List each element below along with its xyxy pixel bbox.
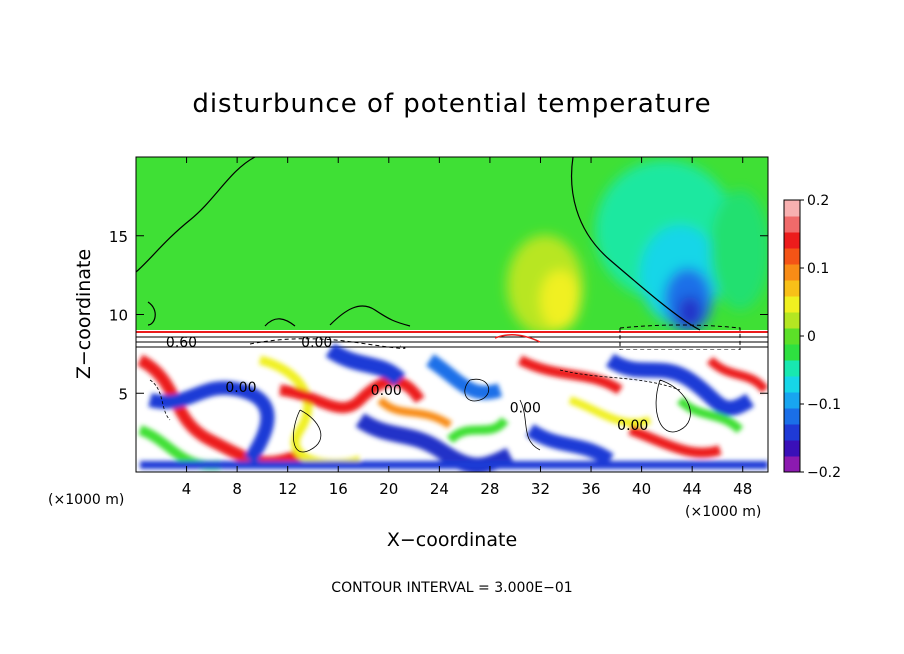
y-tick-label: 10 — [109, 307, 128, 325]
x-axis-label: X−coordinate — [387, 529, 517, 551]
colorbar-tick-label: 0 — [807, 329, 816, 345]
colorbar-tick-label: −0.2 — [807, 465, 841, 481]
x-tick-label: 48 — [733, 480, 752, 498]
contour-label: 0.00 — [371, 383, 402, 399]
x-unit-left: (×1000 m) — [48, 492, 124, 508]
chart-title: disturbunce of potential temperature — [192, 89, 711, 119]
contour-label: 0.00 — [225, 380, 256, 396]
colorbar-segment — [784, 296, 800, 313]
colorbar-segment — [784, 328, 800, 345]
contour-label: 0.00 — [510, 400, 541, 416]
contour-label: 0.00 — [617, 418, 648, 434]
plot-area — [136, 157, 768, 472]
colorbar-segment — [784, 248, 800, 265]
x-tick-label: 36 — [581, 480, 600, 498]
x-tick-label: 4 — [182, 480, 192, 498]
x-tick-label: 44 — [683, 480, 702, 498]
contour-labels: 0.60 0.00 0.00 0.00 0.00 0.00 — [166, 335, 648, 434]
x-tick-label: 32 — [531, 480, 550, 498]
colorbar-segment — [784, 360, 800, 377]
y-tick-label: 15 — [109, 228, 128, 246]
colorbar-tick-label: 0.1 — [807, 261, 829, 277]
lower-layer-field — [136, 343, 768, 472]
y-tick-label: 5 — [118, 385, 128, 403]
colorbar-segment — [784, 312, 800, 329]
colorbar-segment — [784, 264, 800, 281]
colorbar-segment — [784, 440, 800, 457]
x-tick-label: 28 — [480, 480, 499, 498]
x-tick-label: 24 — [430, 480, 449, 498]
x-tick-label: 16 — [329, 480, 348, 498]
colorbar — [783, 199, 801, 473]
colorbar-tick-label: 0.2 — [807, 193, 829, 209]
colorbar-segment — [784, 392, 800, 409]
contour-label: 0.00 — [301, 335, 332, 351]
colorbar-segment — [784, 280, 800, 297]
colorbar-segment — [784, 232, 800, 249]
colorbar-ticks: 0.2 0.1 0 −0.1 −0.2 — [800, 193, 841, 481]
x-tick-label: 20 — [379, 480, 398, 498]
colorbar-tick-label: −0.1 — [807, 397, 841, 413]
contour-label: 0.60 — [166, 335, 197, 351]
colorbar-segment — [784, 408, 800, 425]
x-axis: 4 8 12 16 20 24 28 32 36 40 44 48 — [182, 157, 752, 498]
y-axis-label: Z−coordinate — [73, 249, 95, 379]
colorbar-segment — [784, 344, 800, 361]
colorbar-segment — [784, 200, 800, 217]
colorbar-segment — [784, 424, 800, 441]
x-tick-label: 12 — [278, 480, 297, 498]
x-tick-label: 8 — [232, 480, 242, 498]
x-unit-right: (×1000 m) — [685, 504, 761, 520]
colorbar-segment — [784, 456, 800, 473]
x-tick-label: 40 — [632, 480, 651, 498]
upper-contours — [136, 157, 701, 331]
colorbar-segment — [784, 376, 800, 393]
boundary-band — [136, 330, 768, 352]
y-axis: 5 10 15 — [109, 228, 768, 403]
colorbar-segment — [784, 216, 800, 233]
contour-interval-note: CONTOUR INTERVAL = 3.000E−01 — [331, 580, 572, 596]
